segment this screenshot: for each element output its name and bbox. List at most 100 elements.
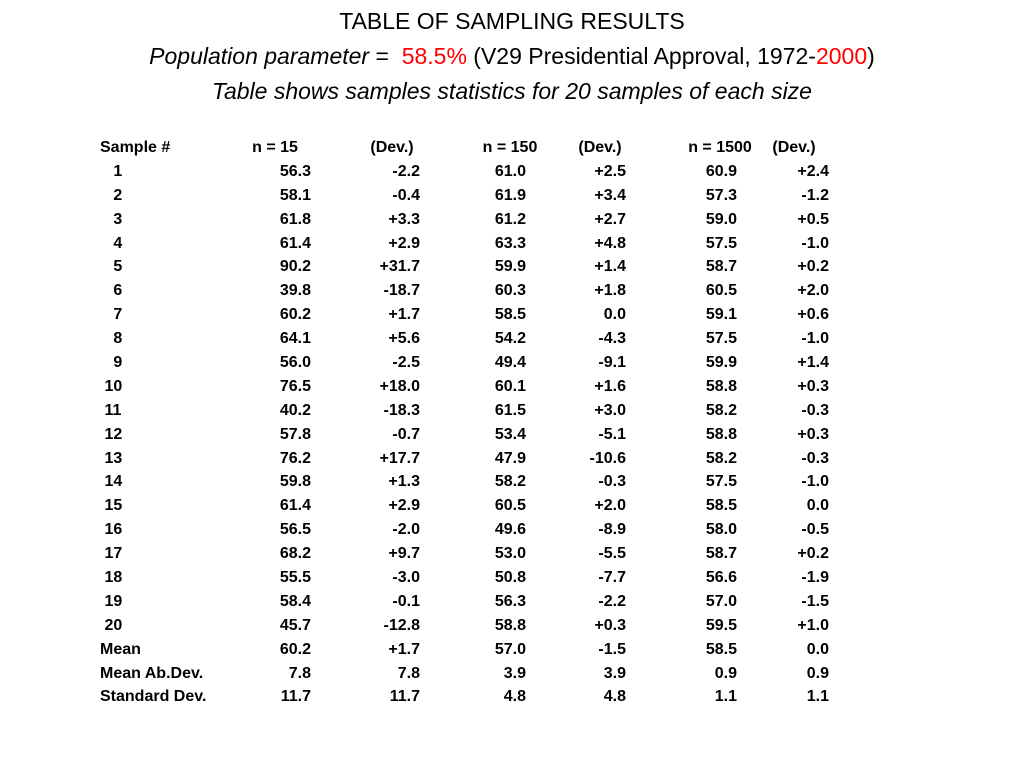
cell-n1500: 58.0 bbox=[705, 521, 737, 539]
cell-sample: Mean Ab.Dev. bbox=[100, 664, 204, 682]
cell-n150: 58.2 bbox=[494, 473, 526, 491]
header-dev-n1500: (Dev.) bbox=[772, 139, 816, 156]
cell-dev-n15: +1.3 bbox=[388, 473, 420, 491]
cell-sample: 15 bbox=[100, 497, 123, 515]
cell-n150: 58.5 bbox=[494, 306, 526, 324]
cell-dev-n1500: +2.0 bbox=[797, 282, 829, 300]
cell-n150: 54.2 bbox=[494, 330, 526, 348]
cell-n15: 61.8 bbox=[279, 210, 311, 228]
table-row: 13 76.2 +17.7 47.9 -10.6 58.2 -0.3 bbox=[0, 448, 1024, 472]
cell-dev-n150: -10.6 bbox=[589, 449, 626, 467]
cell-sample: 8 bbox=[100, 330, 123, 348]
cell-n150: 59.9 bbox=[494, 258, 526, 276]
table-row: 14 59.8 +1.3 58.2 -0.3 57.5 -1.0 bbox=[0, 471, 1024, 495]
cell-sample: 14 bbox=[100, 473, 123, 491]
cell-dev-n150: 3.9 bbox=[603, 664, 626, 682]
cell-dev-n1500: 1.1 bbox=[806, 688, 829, 706]
cell-n15: 60.2 bbox=[279, 306, 311, 324]
table-row: 7 60.2 +1.7 58.5 0.0 59.1 +0.6 bbox=[0, 304, 1024, 328]
cell-n1500: 60.5 bbox=[705, 282, 737, 300]
cell-n1500: 59.1 bbox=[705, 306, 737, 324]
cell-n1500: 58.8 bbox=[705, 425, 737, 443]
cell-n150: 61.2 bbox=[494, 210, 526, 228]
cell-dev-n15: -0.1 bbox=[392, 592, 420, 610]
cell-dev-n150: -5.5 bbox=[598, 545, 626, 563]
cell-dev-n1500: +2.4 bbox=[797, 162, 829, 180]
cell-n15: 61.4 bbox=[279, 234, 311, 252]
cell-sample: 19 bbox=[100, 592, 123, 610]
cell-n1500: 57.5 bbox=[705, 234, 737, 252]
cell-dev-n15: -12.8 bbox=[383, 616, 420, 634]
cell-n150: 53.0 bbox=[494, 545, 526, 563]
cell-n1500: 57.5 bbox=[705, 473, 737, 491]
cell-dev-n150: -0.3 bbox=[598, 473, 626, 491]
table-row: 4 61.4 +2.9 63.3 +4.8 57.5 -1.0 bbox=[0, 233, 1024, 257]
cell-dev-n1500: +1.4 bbox=[797, 354, 829, 372]
table-row: 12 57.8 -0.7 53.4 -5.1 58.8 +0.3 bbox=[0, 424, 1024, 448]
parameter-value: 58.5% bbox=[401, 43, 467, 69]
cell-dev-n1500: -1.9 bbox=[801, 569, 829, 587]
cell-dev-n1500: 0.9 bbox=[806, 664, 829, 682]
cell-n1500: 58.2 bbox=[705, 449, 737, 467]
cell-n150: 63.3 bbox=[494, 234, 526, 252]
cell-n1500: 58.5 bbox=[705, 497, 737, 515]
cell-n15: 7.8 bbox=[288, 664, 311, 682]
cell-dev-n1500: +0.2 bbox=[797, 545, 829, 563]
cell-n1500: 56.6 bbox=[705, 569, 737, 587]
cell-dev-n15: -3.0 bbox=[392, 569, 420, 587]
header-n15: n = 15 bbox=[252, 139, 298, 156]
cell-dev-n150: +1.6 bbox=[594, 377, 626, 395]
cell-dev-n1500: +0.2 bbox=[797, 258, 829, 276]
cell-dev-n150: -4.3 bbox=[598, 330, 626, 348]
cell-n150: 50.8 bbox=[494, 569, 526, 587]
table-row: 2 58.1 -0.4 61.9 +3.4 57.3 -1.2 bbox=[0, 185, 1024, 209]
cell-n1500: 59.0 bbox=[705, 210, 737, 228]
table-row: 9 56.0 -2.5 49.4 -9.1 59.9 +1.4 bbox=[0, 352, 1024, 376]
cell-n15: 90.2 bbox=[279, 258, 311, 276]
header-dev-n15: (Dev.) bbox=[370, 139, 414, 156]
cell-n150: 3.9 bbox=[503, 664, 526, 682]
cell-dev-n15: -0.4 bbox=[392, 186, 420, 204]
cell-n1500: 57.0 bbox=[705, 592, 737, 610]
cell-dev-n150: -2.2 bbox=[598, 592, 626, 610]
cell-sample: 10 bbox=[100, 377, 123, 395]
cell-n15: 68.2 bbox=[279, 545, 311, 563]
table-row: 1 56.3 -2.2 61.0 +2.5 60.9 +2.4 bbox=[0, 161, 1024, 185]
cell-sample: 1 bbox=[100, 162, 123, 180]
mean-abs-dev-row: Mean Ab.Dev. 7.8 7.8 3.9 3.9 0.9 0.9 bbox=[0, 663, 1024, 687]
cell-n1500: 59.5 bbox=[705, 616, 737, 634]
cell-dev-n15: +5.6 bbox=[388, 330, 420, 348]
cell-n15: 58.4 bbox=[279, 592, 311, 610]
cell-dev-n15: -0.7 bbox=[392, 425, 420, 443]
cell-n150: 60.3 bbox=[494, 282, 526, 300]
cell-dev-n150: +3.0 bbox=[594, 401, 626, 419]
cell-dev-n150: +2.5 bbox=[594, 162, 626, 180]
cell-dev-n1500: +0.6 bbox=[797, 306, 829, 324]
cell-n15: 60.2 bbox=[279, 640, 311, 658]
cell-dev-n150: +1.4 bbox=[594, 258, 626, 276]
cell-n15: 59.8 bbox=[279, 473, 311, 491]
cell-n150: 57.0 bbox=[494, 640, 526, 658]
cell-dev-n15: -2.5 bbox=[392, 354, 420, 372]
cell-sample: 16 bbox=[100, 521, 123, 539]
table-row: 5 90.2 +31.7 59.9 +1.4 58.7 +0.2 bbox=[0, 256, 1024, 280]
parameter-close: ) bbox=[867, 43, 875, 69]
table-row: 8 64.1 +5.6 54.2 -4.3 57.5 -1.0 bbox=[0, 328, 1024, 352]
cell-dev-n150: 4.8 bbox=[603, 688, 626, 706]
cell-sample: 4 bbox=[100, 234, 123, 252]
cell-sample: 20 bbox=[100, 616, 123, 634]
cell-n150: 60.5 bbox=[494, 497, 526, 515]
cell-sample: 9 bbox=[100, 354, 123, 372]
standard-dev-row: Standard Dev. 11.7 11.7 4.8 4.8 1.1 1.1 bbox=[0, 686, 1024, 710]
cell-n1500: 0.9 bbox=[714, 664, 737, 682]
cell-n15: 76.2 bbox=[279, 449, 311, 467]
cell-n150: 49.6 bbox=[494, 521, 526, 539]
parameter-label: Population parameter bbox=[149, 43, 370, 69]
cell-n15: 61.4 bbox=[279, 497, 311, 515]
cell-dev-n1500: -0.5 bbox=[801, 521, 829, 539]
cell-n15: 58.1 bbox=[279, 186, 311, 204]
table-row: 3 61.8 +3.3 61.2 +2.7 59.0 +0.5 bbox=[0, 209, 1024, 233]
parameter-line: Population parameter = 58.5% (V29 Presid… bbox=[0, 39, 1024, 74]
cell-dev-n1500: 0.0 bbox=[806, 497, 829, 515]
table-row: 16 56.5 -2.0 49.6 -8.9 58.0 -0.5 bbox=[0, 519, 1024, 543]
